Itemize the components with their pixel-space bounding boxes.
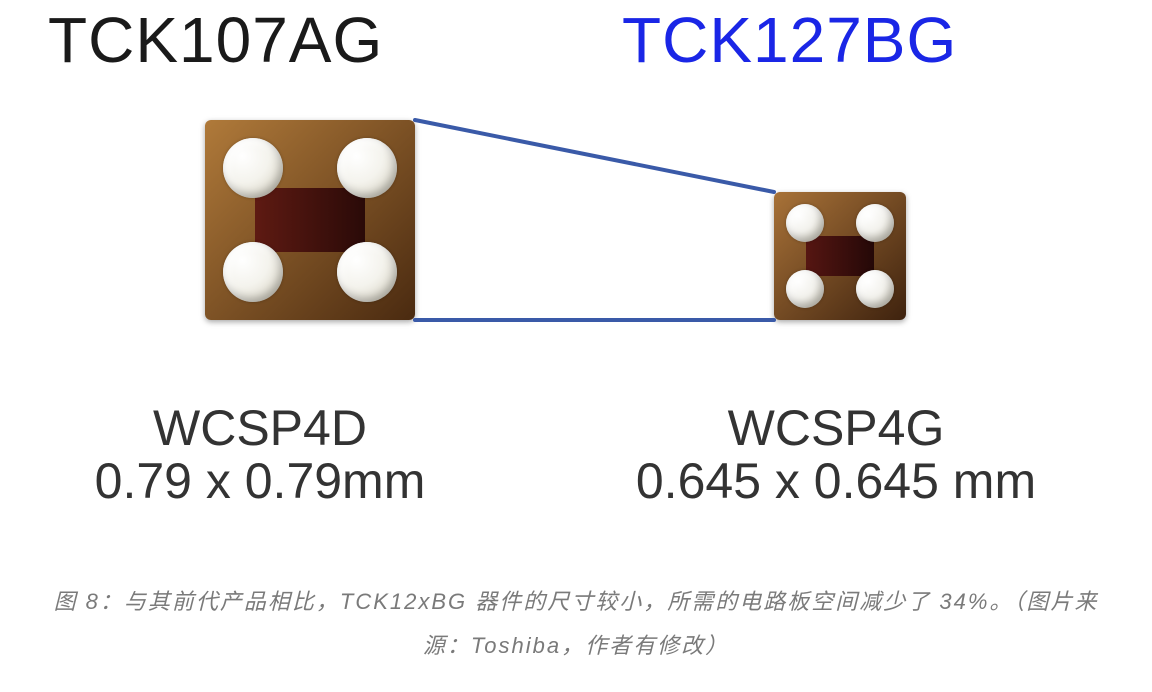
solder-ball-icon bbox=[223, 138, 283, 198]
solder-ball-icon bbox=[856, 204, 894, 242]
figure-caption: 图 8：与其前代产品相比，TCK12xBG 器件的尺寸较小，所需的电路板空间减少… bbox=[40, 580, 1112, 668]
solder-ball-icon bbox=[786, 270, 824, 308]
package-label-left: WCSP4D 0.79 x 0.79mm bbox=[20, 402, 500, 507]
solder-ball-icon bbox=[337, 242, 397, 302]
package-name: WCSP4G bbox=[596, 402, 1076, 455]
chip-right-icon bbox=[774, 192, 906, 320]
part-number-right: TCK127BG bbox=[622, 8, 957, 72]
chip-die-icon bbox=[806, 236, 875, 277]
solder-ball-icon bbox=[337, 138, 397, 198]
package-dimensions: 0.645 x 0.645 mm bbox=[596, 455, 1076, 508]
solder-ball-icon bbox=[223, 242, 283, 302]
solder-ball-icon bbox=[856, 270, 894, 308]
package-dimensions: 0.79 x 0.79mm bbox=[20, 455, 500, 508]
infographic-stage: TCK107AG TCK127BG WCSP4D 0.79 x 0.79mm W… bbox=[0, 0, 1152, 692]
chip-die-icon bbox=[255, 188, 364, 252]
chip-left-icon bbox=[205, 120, 415, 320]
solder-ball-icon bbox=[786, 204, 824, 242]
package-label-right: WCSP4G 0.645 x 0.645 mm bbox=[596, 402, 1076, 507]
part-number-left: TCK107AG bbox=[48, 8, 383, 72]
package-name: WCSP4D bbox=[20, 402, 500, 455]
